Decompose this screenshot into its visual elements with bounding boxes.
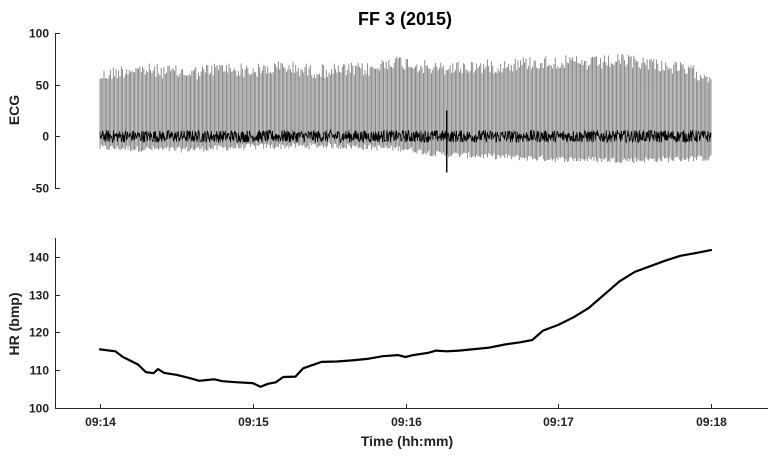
ecg-y-tick-label: 50	[36, 79, 50, 93]
hr-x-axis-label: Time (hh:mm)	[361, 433, 453, 449]
hr-y-tick-label: 110	[30, 364, 50, 378]
ecg-baseline-series	[99, 128, 712, 144]
ecg-beats-series	[99, 54, 712, 163]
hr-series-line	[98, 249, 713, 388]
hr-x-tick-label: 09:16	[391, 415, 422, 429]
ecg-y-tick-label: 100	[29, 27, 49, 41]
hr-plot-area	[98, 249, 713, 388]
hr-y-tick-label: 100	[29, 402, 49, 416]
ecg-y-tick-label: -50	[32, 182, 50, 196]
hr-x-tick-label: 09:15	[238, 415, 269, 429]
hr-ticks: 100 110 120 130 140 09:14 09:15 09:16 09:17 09:18	[29, 251, 727, 430]
hr-x-tick-label: 09:14	[85, 415, 116, 429]
ecg-y-axis-label: ECG	[6, 95, 22, 125]
hr-y-tick-label: 140	[29, 251, 49, 265]
chart-title: FF 3 (2015)	[358, 9, 452, 29]
ecg-ticks: -50 0 50 100	[29, 27, 60, 196]
hr-x-tick-label: 09:18	[696, 415, 727, 429]
hr-y-axis-label: HR (bmp)	[6, 293, 22, 356]
hr-panel: HR (bmp) Time (hh:mm) 100 110 120 130 140 09:…	[6, 238, 768, 449]
hr-y-tick-label: 120	[29, 326, 49, 340]
ecg-panel: ECG -50 0 50 100	[6, 27, 712, 196]
ecg-plot-area	[99, 54, 712, 173]
ecg-y-tick-label: 0	[42, 130, 49, 144]
hr-x-tick-label: 09:17	[543, 415, 574, 429]
hr-y-tick-label: 130	[29, 289, 49, 303]
